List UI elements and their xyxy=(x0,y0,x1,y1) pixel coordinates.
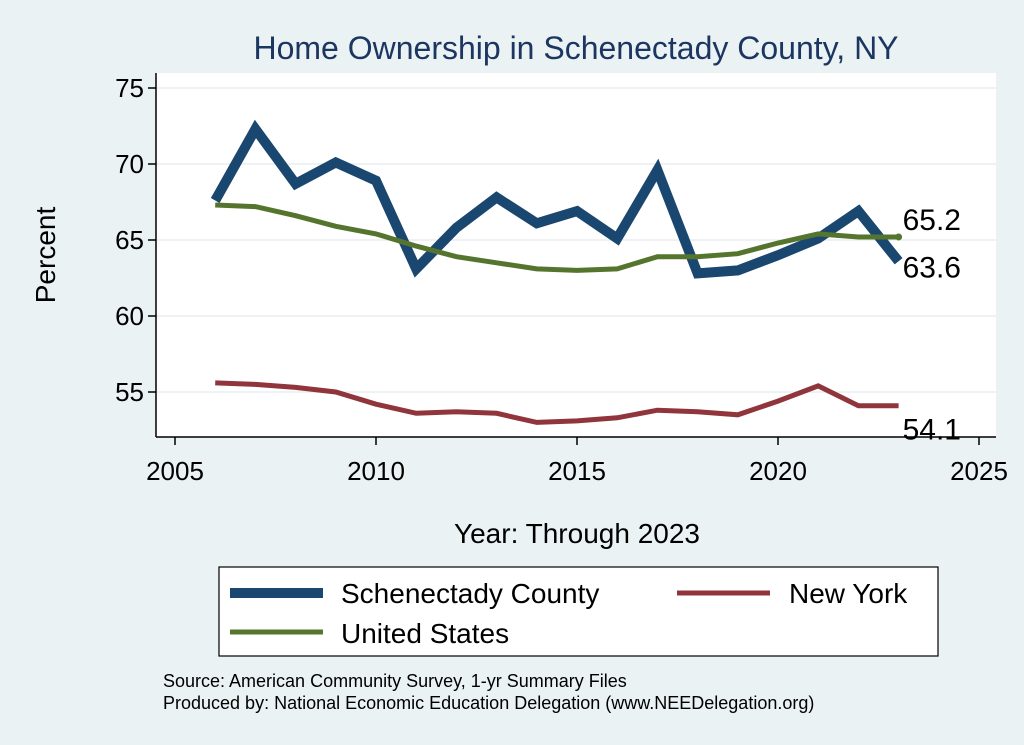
x-tick-label-2010: 2010 xyxy=(347,456,405,486)
series-lines xyxy=(210,119,903,425)
y-tick-label-65: 65 xyxy=(115,225,144,255)
legend-box xyxy=(218,566,939,657)
legend: Schenectady County New York United State… xyxy=(218,566,939,657)
legend-label-new-york: New York xyxy=(789,578,908,609)
y-tick-label-75: 75 xyxy=(115,73,144,103)
x-tick-label-2020: 2020 xyxy=(749,456,807,486)
end-labels: 65.2 63.6 54.1 xyxy=(903,204,961,447)
plot-area xyxy=(156,73,996,437)
end-label-new-york: 54.1 xyxy=(903,414,961,447)
y-axis-ticks: 55 60 65 70 75 xyxy=(115,73,156,407)
y-tick-label-55: 55 xyxy=(115,377,144,407)
series-line-united-states xyxy=(215,202,899,273)
x-axis-title: Year: Through 2023 xyxy=(454,518,700,549)
source-note: Source: American Community Survey, 1-yr … xyxy=(163,671,627,691)
y-tick-label-70: 70 xyxy=(115,149,144,179)
x-tick-label-2015: 2015 xyxy=(548,456,606,486)
end-label-united-states: 65.2 xyxy=(903,204,961,237)
x-tick-label-2005: 2005 xyxy=(146,456,204,486)
end-marker-united-states xyxy=(895,233,903,241)
x-tick-label-2025: 2025 xyxy=(950,456,1008,486)
legend-label-schenectady: Schenectady County xyxy=(341,578,599,609)
producer-note: Produced by: National Economic Education… xyxy=(163,693,814,713)
legend-label-united-states: United States xyxy=(341,618,509,649)
x-axis-ticks: 2005 2010 2015 2020 2025 xyxy=(146,437,1008,486)
end-label-schenectady-county: 63.6 xyxy=(903,251,961,284)
chart-title: Home Ownership in Schenectady County, NY xyxy=(253,30,898,66)
y-tick-label-60: 60 xyxy=(115,301,144,331)
series-line-schenectady-county xyxy=(210,119,903,279)
y-axis-title: Percent xyxy=(30,207,61,304)
series-line-new-york xyxy=(215,380,899,425)
gridlines xyxy=(156,87,996,393)
